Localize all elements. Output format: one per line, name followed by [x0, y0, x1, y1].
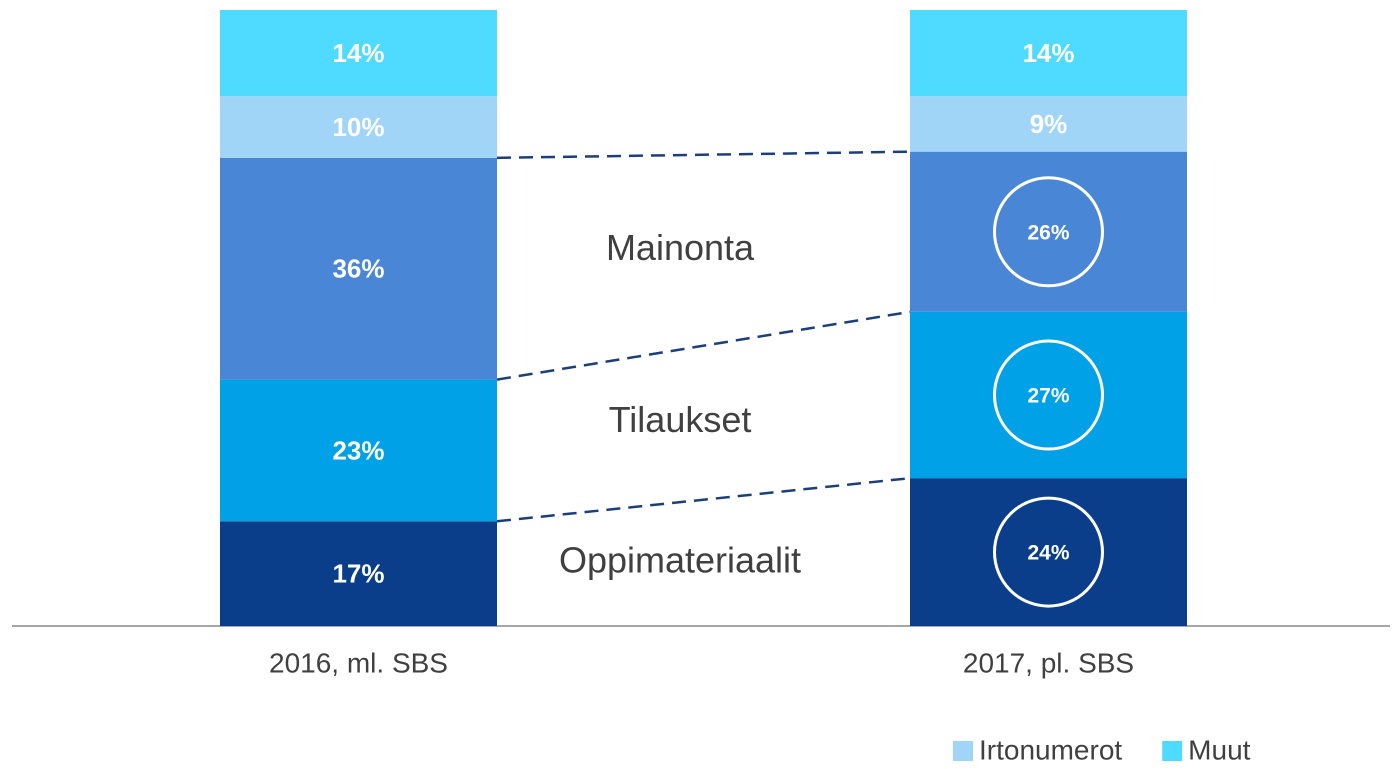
- bar-segment: [220, 521, 497, 626]
- value-label: 17%: [332, 559, 384, 589]
- value-label: 23%: [332, 435, 384, 465]
- bar-segment: [910, 96, 1187, 152]
- bar-segment: [220, 10, 497, 97]
- bar-segment: [220, 157, 497, 380]
- x-tick-label: 2017, pl. SBS: [963, 647, 1134, 678]
- connector: [496, 310, 911, 381]
- legend-swatch: [953, 741, 973, 761]
- bar-segment: [220, 96, 497, 158]
- label-circle: [993, 339, 1104, 451]
- bar-segment: [910, 10, 1187, 97]
- value-label: 36%: [332, 254, 384, 284]
- legend-swatch: [1162, 741, 1183, 761]
- value-label: 14%: [1022, 38, 1074, 68]
- connector: [496, 150, 911, 160]
- label-circle: [993, 176, 1104, 288]
- value-label: 24%: [1027, 542, 1069, 565]
- connector: [496, 476, 911, 523]
- bar-segment: [220, 379, 497, 522]
- series-label: Tilaukset: [609, 399, 752, 440]
- series-label: Mainonta: [606, 227, 755, 268]
- series-label: Oppimateriaalit: [559, 539, 801, 580]
- value-label: 9%: [1030, 109, 1068, 139]
- bar-segment: [910, 478, 1187, 626]
- value-label: 27%: [1027, 385, 1069, 408]
- x-tick-label: 2016, ml. SBS: [269, 647, 448, 678]
- legend-label: Irtonumerot: [979, 734, 1122, 765]
- value-label: 10%: [332, 112, 384, 142]
- label-circle: [993, 496, 1104, 608]
- legend-label: Muut: [1188, 734, 1250, 765]
- value-label: 26%: [1027, 221, 1069, 244]
- value-label: 14%: [332, 38, 384, 68]
